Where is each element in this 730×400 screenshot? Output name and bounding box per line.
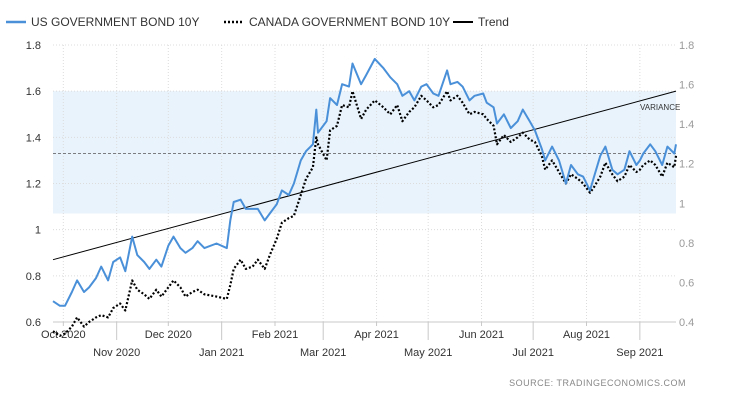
variance-band-layer: [53, 91, 676, 214]
y-tick-right-1.6: 1.6: [679, 80, 694, 92]
legend-item-us[interactable]: US GOVERNMENT BOND 10Y: [6, 15, 199, 29]
series-line-canada: [52, 90, 678, 337]
series-line-us: [52, 57, 677, 307]
y-tick-left-1.8: 1.8: [26, 40, 41, 52]
y-tick-left-1.6: 1.6: [26, 86, 41, 98]
x-tick-label-2021-09-01: Sep 2021: [616, 347, 663, 359]
x-tick-label-2021-02-01: Feb 2021: [252, 329, 298, 341]
legend-item-trend[interactable]: Trend: [453, 15, 509, 29]
x-tick-label-2021-03-01: Mar 2021: [300, 347, 346, 359]
legend-label-trend: Trend: [478, 15, 509, 29]
y-tick-right-0.6: 0.6: [679, 277, 694, 289]
grid: [53, 44, 676, 323]
legend-label-us: US GOVERNMENT BOND 10Y: [31, 15, 199, 29]
y-tick-left-0.8: 0.8: [26, 271, 41, 283]
y-tick-right-0.8: 0.8: [679, 238, 694, 250]
y-tick-left-1: 1: [35, 225, 41, 237]
trend-layer: [52, 90, 677, 261]
variance-label: VARIANCE: [640, 103, 680, 112]
x-tick-label-2021-07-01: Jul 2021: [512, 347, 554, 359]
series-layer: [52, 57, 678, 337]
legend-item-canada[interactable]: CANADA GOVERNMENT BOND 10Y: [224, 15, 450, 29]
legend: US GOVERNMENT BOND 10Y CANADA GOVERNMENT…: [6, 15, 509, 29]
y-tick-left-1.2: 1.2: [26, 179, 41, 191]
y-tick-right-1.4: 1.4: [679, 119, 694, 131]
trend-line: [52, 90, 677, 261]
x-tick-label-2021-06-01: Jun 2021: [459, 329, 504, 341]
y-tick-right-1: 1: [679, 198, 685, 210]
x-tick-label-2020-12-01: Dec 2020: [145, 329, 192, 341]
x-tick-label-2021-04-01: Apr 2021: [354, 329, 399, 341]
x-tick-label-2021-05-01: May 2021: [404, 347, 452, 359]
y-axis-left: 0.6 0.8 1 1.2 1.4 1.6 1.8: [26, 40, 41, 329]
y-tick-right-1.8: 1.8: [679, 40, 694, 52]
x-tick-label-2021-01-01: Jan 2021: [199, 347, 244, 359]
y-tick-left-1.4: 1.4: [26, 132, 41, 144]
y-tick-right-0.4: 0.4: [679, 317, 694, 329]
y-tick-right-1.2: 1.2: [679, 159, 694, 171]
x-axis: Oct 2020 Dec 2020 Feb 2021 Apr 2021 Jun 2021…: [41, 321, 676, 359]
x-tick-label-2021-08-01: Aug 2021: [563, 329, 610, 341]
legend-label-canada: CANADA GOVERNMENT BOND 10Y: [249, 15, 450, 29]
x-tick-label-2020-11-01: Nov 2020: [93, 347, 140, 359]
x-tick-label-2020-10-01: Oct 2020: [41, 329, 86, 341]
variance-band: [53, 91, 676, 214]
y-tick-left-0.6: 0.6: [26, 317, 41, 329]
y-axis-right: 0.4 0.6 0.8 1 1.2 1.4 1.6 1.8: [679, 40, 694, 329]
source-credit: SOURCE: TRADINGECONOMICS.COM: [509, 378, 686, 388]
